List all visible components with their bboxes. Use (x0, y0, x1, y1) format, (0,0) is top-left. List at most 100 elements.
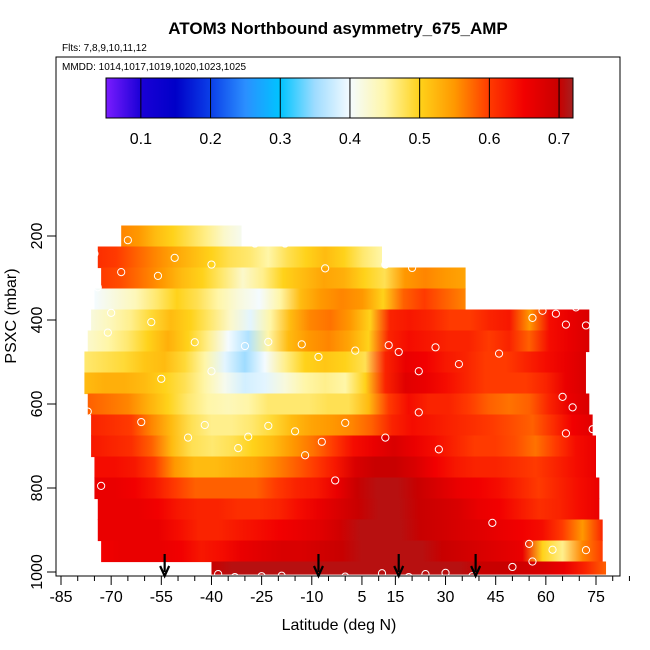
colorbar-tick-label: 0.7 (548, 131, 570, 148)
sample-point (190, 338, 199, 347)
flights-subtitle: Flts: 7,8,9,10,11,12 (62, 43, 147, 54)
y-tick-label: 800 (29, 475, 46, 502)
sample-point (551, 309, 560, 318)
sample-point (123, 236, 132, 245)
heatmap-row (94, 288, 466, 311)
chart-title: ATOM3 Northbound asymmetry_675_AMP (168, 19, 507, 38)
heatmap-row (87, 393, 590, 416)
sample-point (207, 260, 216, 269)
heatmap-row (211, 561, 607, 575)
heatmap-cells (84, 225, 607, 575)
sample-point (508, 562, 517, 572)
sample-point (331, 476, 340, 485)
heatmap-row (101, 540, 603, 563)
sample-point (414, 408, 423, 417)
sample-point (207, 367, 216, 376)
sample-point (571, 303, 581, 312)
heatmap-row (94, 477, 600, 500)
sample-point (581, 321, 591, 330)
sample-point (117, 268, 126, 277)
y-tick-label: 400 (29, 307, 46, 334)
heatmap-row (91, 414, 593, 437)
colorbar-scale (105, 77, 574, 119)
x-tick-label: 5 (357, 589, 366, 606)
sample-point (407, 263, 417, 273)
sample-point (170, 253, 179, 262)
sample-point (601, 345, 611, 354)
sample-point (157, 374, 166, 383)
sample-point (394, 347, 403, 357)
sample-point (230, 572, 239, 582)
colorbar-tick-label: 0.2 (199, 131, 221, 148)
x-tick-label: 75 (587, 589, 605, 606)
colorbar: 0.1 0.2 0.3 0.4 0.5 0.6 0.7 (105, 77, 574, 148)
heatmap-row (84, 351, 586, 374)
x-tick-label: 30 (437, 589, 455, 606)
x-tick-label: -85 (49, 589, 72, 606)
sample-point (290, 427, 300, 436)
sample-point (434, 445, 443, 454)
heatmap-row (97, 519, 603, 542)
sample-point (107, 308, 116, 317)
sample-point (581, 546, 591, 555)
sample-point (568, 403, 577, 412)
sample-point (381, 260, 390, 269)
colorbar-tick-label: 0.1 (130, 131, 152, 148)
sample-point (97, 481, 106, 490)
sample-point (264, 337, 273, 346)
x-tick-label: -40 (200, 589, 223, 606)
sample-point (528, 313, 537, 322)
heatmap-row (84, 372, 586, 395)
sample-point (93, 283, 102, 292)
x-tick-label: 45 (487, 589, 505, 606)
sample-point (321, 264, 330, 273)
sample-point (528, 557, 537, 566)
sample-point (90, 249, 99, 258)
dates-subtitle: MMDD: 1014,1017,1019,1020,1023,1025 (62, 62, 246, 73)
heatmap-row (91, 309, 590, 332)
heatmap-row (121, 225, 242, 248)
sample-point (454, 360, 464, 369)
sample-point (381, 433, 390, 442)
sample-point (264, 421, 273, 430)
sample-point (317, 437, 326, 446)
colorbar-tick-label: 0.4 (339, 131, 361, 148)
sample-point (244, 432, 253, 441)
sample-point (240, 341, 250, 351)
colorbar-tick-label: 0.6 (478, 131, 500, 148)
heatmap-row (101, 267, 466, 290)
sample-point (200, 420, 209, 430)
x-tick-label: -55 (150, 589, 173, 606)
heatmap-row (87, 330, 590, 353)
x-tick-label: -10 (300, 589, 323, 606)
sample-point (431, 343, 440, 352)
heatmap-row (97, 246, 382, 269)
sample-point (153, 271, 163, 280)
x-axis: -85 -70 -55 -40 -25 -10 5 15 30 45 60 75 (49, 575, 630, 606)
sample-point (377, 569, 387, 578)
heatmap-row (97, 498, 600, 521)
y-axis-label: PSXC (mbar) (3, 268, 20, 363)
heatmap-row (91, 435, 596, 458)
x-tick-label: -70 (100, 589, 123, 606)
sample-point (494, 349, 504, 358)
sample-point (538, 306, 547, 315)
sample-point (300, 451, 310, 460)
colorbar-tick-label: 0.5 (409, 131, 431, 148)
plot-area: MMDD: 1014,1017,1019,1020,1023,1025 (55, 56, 621, 582)
sample-point (421, 570, 430, 579)
sample-point (234, 444, 243, 453)
sample-point (561, 429, 571, 438)
x-tick-label: 15 (386, 589, 404, 606)
colorbar-tick-label: 0.3 (269, 131, 291, 148)
sample-point (280, 239, 290, 248)
sample-point (608, 554, 617, 563)
sample-point (561, 320, 571, 329)
sample-point (558, 392, 567, 401)
sample-point (147, 318, 156, 327)
sample-point (608, 567, 617, 576)
y-tick-label: 600 (29, 391, 46, 418)
sample-point (341, 418, 350, 427)
sample-point (605, 318, 614, 327)
